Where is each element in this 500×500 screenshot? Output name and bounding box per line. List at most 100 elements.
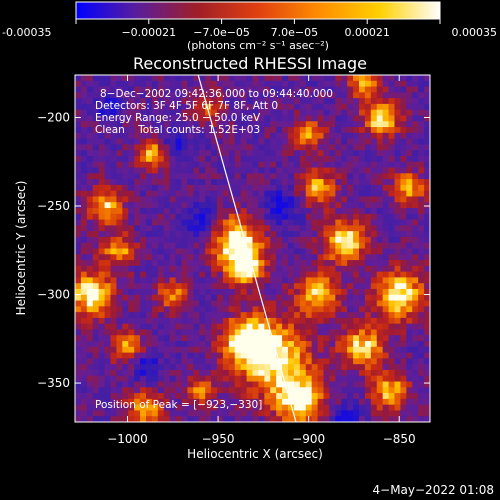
heatmap-cell bbox=[388, 109, 395, 116]
heatmap-cell bbox=[347, 92, 354, 99]
heatmap-cell bbox=[228, 329, 236, 336]
heatmap-cell bbox=[412, 335, 419, 342]
heatmap-cell bbox=[323, 271, 330, 278]
heatmap-cell bbox=[388, 341, 395, 348]
heatmap-cell bbox=[199, 213, 206, 220]
heatmap-cell bbox=[187, 369, 194, 377]
heatmap-cell bbox=[359, 364, 366, 371]
heatmap-cell bbox=[98, 329, 105, 336]
heatmap-cell bbox=[400, 387, 407, 394]
heatmap-cell bbox=[181, 213, 188, 220]
heatmap-cell bbox=[293, 109, 301, 116]
heatmap-cell bbox=[151, 329, 159, 336]
heatmap-cell bbox=[359, 352, 366, 359]
heatmap-cell bbox=[329, 410, 336, 417]
heatmap-cell bbox=[211, 150, 218, 157]
heatmap-cell bbox=[86, 155, 94, 163]
heatmap-cell bbox=[163, 312, 171, 319]
heatmap-cell bbox=[228, 294, 236, 301]
heatmap-cell bbox=[193, 115, 200, 122]
heatmap-cell bbox=[234, 121, 242, 128]
heatmap-cell bbox=[157, 121, 165, 128]
heatmap-cell bbox=[323, 277, 330, 284]
heatmap-cell bbox=[376, 127, 384, 134]
heatmap-cell bbox=[110, 144, 117, 151]
heatmap-cell bbox=[364, 202, 372, 209]
heatmap-cell bbox=[140, 115, 147, 122]
heatmap-cell bbox=[258, 248, 265, 255]
heatmap-cell bbox=[98, 381, 105, 388]
heatmap-cell bbox=[193, 167, 200, 174]
heatmap-cell bbox=[116, 387, 123, 394]
heatmap-cell bbox=[98, 387, 105, 394]
heatmap-cell bbox=[376, 144, 384, 151]
heatmap-cell bbox=[335, 294, 342, 301]
heatmap-cell bbox=[199, 410, 206, 417]
heatmap-cell bbox=[329, 184, 336, 192]
heatmap-cell bbox=[228, 271, 236, 278]
heatmap-cell bbox=[353, 115, 360, 122]
heatmap-cell bbox=[140, 213, 147, 220]
heatmap-cell bbox=[406, 208, 413, 215]
heatmap-cell bbox=[400, 202, 407, 209]
heatmap-cell bbox=[134, 398, 141, 406]
heatmap-cell bbox=[293, 329, 301, 336]
heatmap-cell bbox=[116, 121, 123, 128]
heatmap-cell bbox=[199, 398, 206, 406]
heatmap-cell bbox=[217, 248, 224, 255]
heatmap-cell bbox=[104, 306, 111, 313]
heatmap-cell bbox=[299, 208, 307, 215]
heatmap-cell bbox=[122, 196, 129, 203]
heatmap-cell bbox=[376, 196, 384, 203]
heatmap-cell bbox=[293, 265, 301, 273]
heatmap-cell bbox=[104, 323, 111, 330]
heatmap-cell bbox=[205, 167, 212, 174]
heatmap-cell bbox=[187, 393, 194, 400]
heatmap-cell bbox=[305, 369, 313, 377]
heatmap-cell bbox=[258, 393, 265, 400]
heatmap-cell bbox=[382, 277, 389, 284]
heatmap-cell bbox=[412, 80, 419, 87]
heatmap-cell bbox=[75, 109, 82, 116]
heatmap-cell bbox=[228, 86, 236, 93]
heatmap-cell bbox=[193, 410, 200, 417]
heatmap-cell bbox=[394, 329, 401, 336]
heatmap-cell bbox=[157, 335, 165, 342]
heatmap-cell bbox=[252, 329, 259, 336]
heatmap-cell bbox=[128, 265, 135, 273]
heatmap-cell bbox=[169, 167, 176, 174]
heatmap-cell bbox=[406, 358, 413, 365]
heatmap-cell bbox=[169, 381, 176, 388]
heatmap-cell bbox=[424, 103, 430, 111]
heatmap-cell bbox=[264, 312, 271, 319]
heatmap-cell bbox=[282, 167, 289, 174]
heatmap-cell bbox=[163, 202, 171, 209]
heatmap-cell bbox=[217, 155, 224, 163]
heatmap-cell bbox=[341, 98, 348, 105]
heatmap-cell bbox=[364, 92, 372, 99]
heatmap-cell bbox=[169, 109, 176, 116]
heatmap-cell bbox=[305, 358, 313, 365]
heatmap-cell bbox=[252, 138, 259, 145]
heatmap-cell bbox=[359, 369, 366, 377]
heatmap-cell bbox=[400, 277, 407, 284]
heatmap-cell bbox=[282, 150, 289, 157]
heatmap-cell bbox=[157, 248, 165, 255]
heatmap-cell bbox=[211, 75, 218, 82]
heatmap-cell bbox=[80, 335, 88, 342]
heatmap-cell bbox=[122, 369, 129, 377]
heatmap-cell bbox=[335, 144, 342, 151]
heatmap-cell bbox=[370, 231, 378, 238]
heatmap-cell bbox=[252, 208, 259, 215]
heatmap-cell bbox=[382, 283, 389, 290]
heatmap-cell bbox=[270, 306, 277, 313]
heatmap-cell bbox=[75, 196, 82, 203]
heatmap-cell bbox=[347, 265, 354, 273]
heatmap-cell bbox=[234, 271, 242, 278]
heatmap-cell bbox=[116, 75, 123, 82]
heatmap-cell bbox=[252, 115, 259, 122]
heatmap-cell bbox=[140, 190, 147, 197]
heatmap-cell bbox=[128, 121, 135, 128]
heatmap-cell bbox=[175, 260, 182, 267]
